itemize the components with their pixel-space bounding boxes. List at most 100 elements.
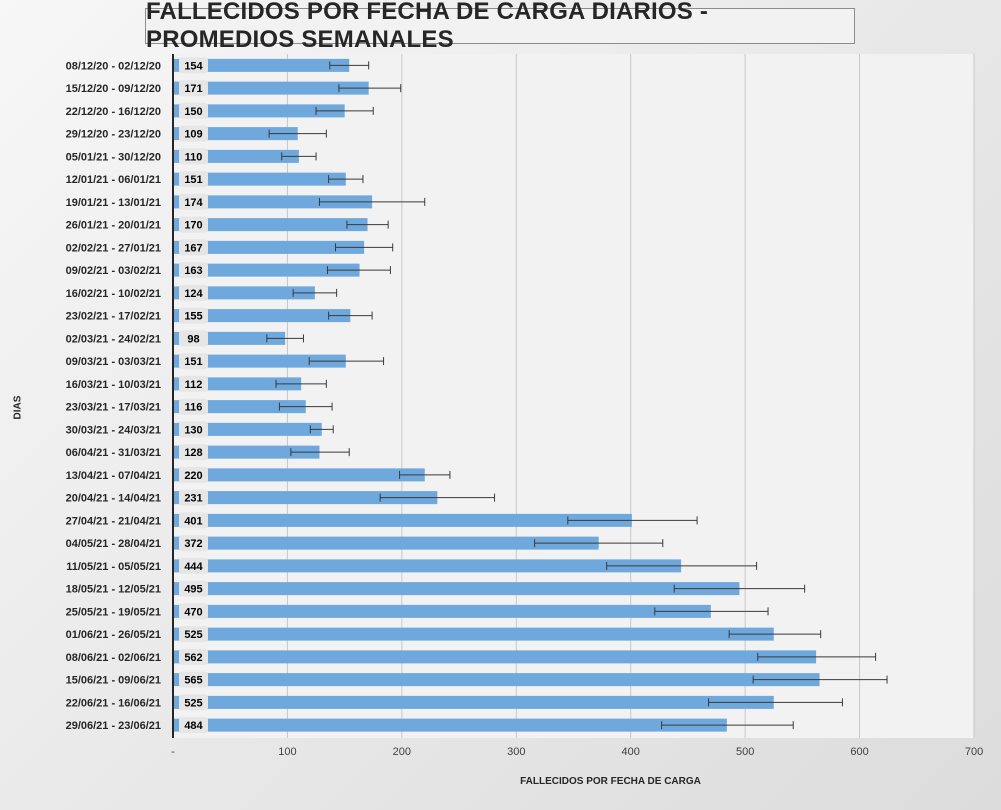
- x-tick-label: 100: [278, 746, 296, 758]
- data-label-box: [179, 307, 208, 324]
- data-label-box: [179, 535, 208, 552]
- data-label-box: [179, 694, 208, 711]
- data-label: 170: [184, 220, 202, 232]
- bar: [173, 354, 346, 368]
- data-label: 401: [184, 515, 202, 527]
- data-label-box: [179, 489, 208, 506]
- category-label: 22/12/20 - 16/12/20: [66, 106, 161, 118]
- bar: [173, 104, 345, 118]
- data-label: 109: [184, 129, 202, 141]
- bar: [173, 286, 315, 300]
- x-tick-label: 700: [965, 746, 983, 758]
- category-label: 20/04/21 - 14/04/21: [66, 493, 161, 505]
- bar: [173, 604, 711, 618]
- data-label: 151: [184, 174, 202, 186]
- bar: [173, 468, 425, 482]
- bar: [173, 58, 350, 72]
- data-label-box: [179, 171, 208, 188]
- data-label: 470: [184, 606, 202, 618]
- category-label: 18/05/21 - 12/05/21: [66, 584, 161, 596]
- data-label: 124: [184, 288, 203, 300]
- bar: [173, 513, 632, 527]
- bar: [173, 491, 438, 505]
- data-label: 128: [184, 447, 202, 459]
- category-label: 29/12/20 - 23/12/20: [66, 129, 161, 141]
- data-label-box: [179, 102, 208, 119]
- data-label-box: [179, 353, 208, 370]
- data-label: 116: [185, 402, 203, 414]
- data-label: 565: [184, 675, 202, 687]
- data-label: 150: [184, 106, 202, 118]
- bar: [173, 536, 599, 550]
- category-label: 22/06/21 - 16/06/21: [66, 697, 161, 709]
- data-label-box: [179, 239, 208, 256]
- bar: [173, 650, 817, 664]
- data-label-box: [179, 148, 208, 165]
- bar: [173, 627, 774, 641]
- x-tick-label: 200: [393, 746, 411, 758]
- data-label: 220: [184, 470, 202, 482]
- bar: [173, 240, 365, 254]
- bar: [173, 309, 351, 323]
- category-label: 09/03/21 - 03/03/21: [66, 356, 161, 368]
- bar: [173, 559, 682, 573]
- data-label: 130: [184, 424, 202, 436]
- data-label-box: [179, 466, 208, 483]
- data-label: 495: [184, 584, 202, 596]
- bar: [173, 422, 322, 436]
- bar: [173, 195, 373, 209]
- data-label-box: [179, 375, 208, 392]
- data-label: 525: [184, 697, 202, 709]
- category-label: 04/05/21 - 28/04/21: [66, 538, 161, 550]
- category-label: 25/05/21 - 19/05/21: [66, 606, 161, 618]
- x-tick-label: 600: [850, 746, 868, 758]
- category-label: 15/06/21 - 09/06/21: [66, 675, 161, 687]
- x-tick-label: 300: [507, 746, 525, 758]
- category-label: 08/12/20 - 02/12/20: [66, 60, 161, 72]
- data-label-box: [179, 262, 208, 279]
- data-label-box: [179, 398, 208, 415]
- data-label: 110: [185, 151, 203, 163]
- data-label-box: [179, 648, 208, 665]
- data-label: 444: [184, 561, 203, 573]
- bar: [173, 718, 727, 732]
- data-label: 372: [184, 538, 202, 550]
- data-label-box: [179, 603, 208, 620]
- category-label: 08/06/21 - 02/06/21: [66, 652, 161, 664]
- category-label: 01/06/21 - 26/05/21: [66, 629, 161, 641]
- data-label-box: [179, 557, 208, 574]
- data-label: 163: [184, 265, 202, 277]
- category-label: 02/02/21 - 27/01/21: [66, 242, 161, 254]
- data-label: 174: [184, 197, 203, 209]
- bar: [173, 172, 346, 186]
- data-label: 112: [185, 379, 203, 391]
- category-label: 16/02/21 - 10/02/21: [66, 288, 161, 300]
- category-label: 12/01/21 - 06/01/21: [66, 174, 161, 186]
- category-label: 19/01/21 - 13/01/21: [66, 197, 161, 209]
- bar: [173, 81, 369, 95]
- data-label: 171: [184, 83, 202, 95]
- bar: [173, 263, 360, 277]
- x-tick-label: 400: [622, 746, 640, 758]
- category-label: 13/04/21 - 07/04/21: [66, 470, 161, 482]
- data-label-box: [179, 284, 208, 301]
- bar: [173, 695, 774, 709]
- data-label: 98: [187, 333, 199, 345]
- category-label: 29/06/21 - 23/06/21: [66, 720, 161, 732]
- data-label-box: [179, 512, 208, 529]
- data-label-box: [179, 330, 208, 347]
- category-label: 27/04/21 - 21/04/21: [66, 515, 161, 527]
- data-label-box: [179, 421, 208, 438]
- category-label: 30/03/21 - 24/03/21: [66, 424, 161, 436]
- data-label-box: [179, 626, 208, 643]
- category-label: 09/02/21 - 03/02/21: [66, 265, 161, 277]
- data-label-box: [179, 717, 208, 734]
- data-label-box: [179, 580, 208, 597]
- category-label: 16/03/21 - 10/03/21: [66, 379, 161, 391]
- category-label: 05/01/21 - 30/12/20: [66, 151, 161, 163]
- x-axis-label: FALLECIDOS POR FECHA DE CARGA: [520, 776, 701, 787]
- data-label-box: [179, 193, 208, 210]
- bar: [173, 218, 368, 232]
- data-label-box: [179, 216, 208, 233]
